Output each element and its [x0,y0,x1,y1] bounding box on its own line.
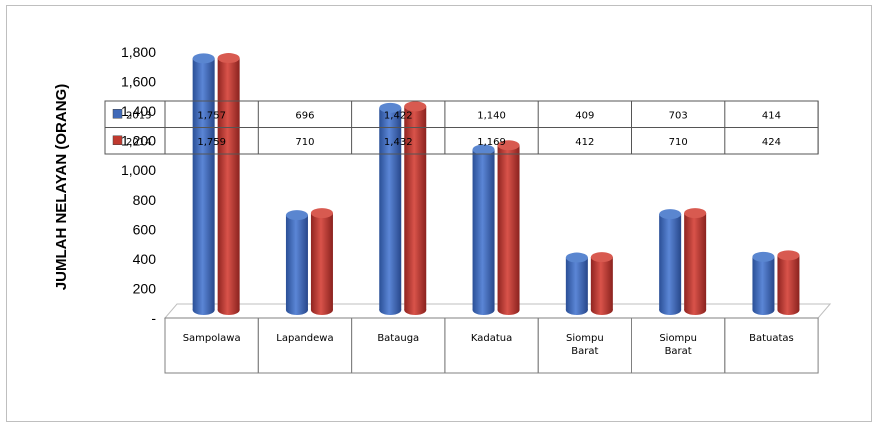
bar-2014-base [404,305,426,315]
bar-2014 [777,250,799,315]
bar-2013-body [286,215,308,310]
y-tick-label: 400 [133,251,157,267]
x-category-label: Barat [571,346,598,357]
data-label-2013: 696 [295,110,314,121]
bar-2014-body [777,255,799,310]
y-tick-label: 200 [133,280,157,296]
bar-2014-base [591,305,613,315]
x-category-label: Lapandewa [276,333,333,344]
x-category-label: Kadatua [471,333,512,344]
data-label-2013: 703 [669,110,688,121]
x-category-label: Siompu [566,333,604,344]
x-category-label: Siompu [659,333,697,344]
y-tick-label: - [151,310,156,326]
bar-2013-cap [193,53,215,63]
y-tick-label: 1,800 [121,44,156,60]
data-label-2014: 1,169 [477,137,506,148]
data-label-2013: 1,140 [477,110,506,121]
data-label-2014: 424 [762,137,781,148]
bar-2013 [566,253,588,315]
y-tick-label: 1,000 [121,162,156,178]
x-category-label: Batuatas [749,333,794,344]
bar-2013 [379,103,401,315]
bar-2014 [591,252,613,315]
data-label-2013: 414 [762,110,781,121]
bar-2014-cap [218,53,240,63]
bar-2013-base [379,305,401,315]
data-label-2013: 409 [575,110,594,121]
bar-2014 [404,101,426,315]
bar-2014-base [498,305,520,315]
category-cell [258,318,351,373]
bar-2013-base [752,305,774,315]
bar-2014-cap [311,208,333,218]
bar-2014-base [684,305,706,315]
x-category-label: Barat [665,346,692,357]
bar-2013-cap [659,209,681,219]
y-tick-label: 600 [133,221,157,237]
bar-2014-base [311,305,333,315]
y-tick-label: 1,600 [121,74,156,90]
bar-2013 [286,210,308,315]
bar-2013 [473,145,495,315]
bar-2014-body [684,213,706,310]
bar-2013-base [193,305,215,315]
bar-2014-base [218,305,240,315]
category-cell [445,318,538,373]
bar-2013-base [286,305,308,315]
bar-2014 [684,208,706,315]
bar-2013-cap [566,253,588,263]
data-label-2014: 710 [295,137,314,148]
bar-2014-cap [684,208,706,218]
bar-2013-base [566,305,588,315]
bar-2013 [752,252,774,315]
bar-2013 [659,209,681,315]
category-cell [352,318,445,373]
bar-2014-body [591,257,613,310]
data-label-2014: 1,759 [197,137,226,148]
data-label-2014: 412 [575,137,594,148]
bar-2014-body [498,145,520,310]
y-tick-label: 800 [133,192,157,208]
data-label-2014: 710 [669,137,688,148]
bar-2014 [311,208,333,315]
bar-2013-base [473,305,495,315]
data-label-2014: 1,432 [384,137,413,148]
bar-2014-body [311,213,333,310]
bar-2013-cap [286,210,308,220]
category-cell [725,318,818,373]
bar-2013 [193,53,215,315]
bar-2014-body [218,58,240,310]
bar-2013-base [659,305,681,315]
bar-2013-cap [752,252,774,262]
bar-2014-cap [591,252,613,262]
legend-swatch-2013 [113,109,122,118]
legend-label-2014: 2014 [126,137,151,148]
bar-2013-body [752,257,774,310]
legend-label-2013: 2013 [126,110,151,121]
bar-2013-body [566,258,588,310]
legend-swatch-2014 [113,136,122,145]
y-axis-title: JUMLAH NELAYAN (ORANG) [53,84,70,290]
bar-2013-body [193,58,215,310]
x-category-label: Sampolawa [183,333,241,344]
bar-2014 [218,53,240,315]
category-cell [165,318,258,373]
bar-2014 [498,140,520,315]
data-label-2013: 1,757 [197,110,226,121]
bar-2013-body [473,150,495,310]
bar-2014-cap [777,250,799,260]
bar-2013-body [659,214,681,310]
data-label-2013: 1,422 [384,110,413,121]
x-category-label: Batauga [377,333,419,344]
bar-2014-base [777,305,799,315]
